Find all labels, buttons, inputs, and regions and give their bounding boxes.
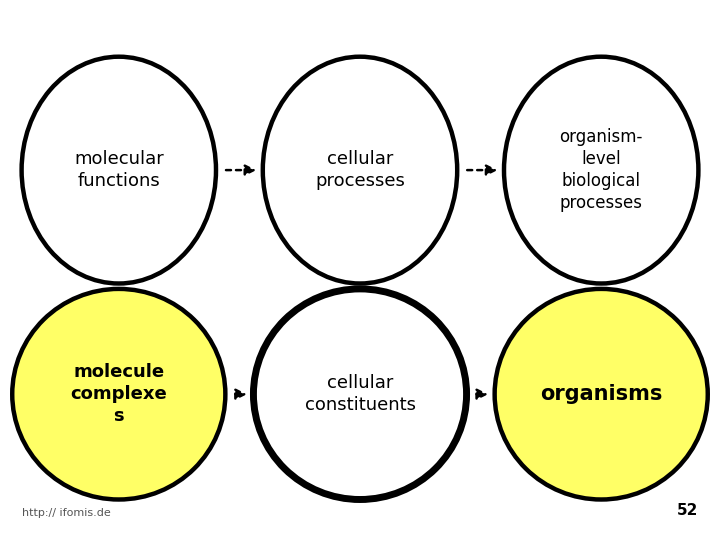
Text: organisms: organisms — [540, 384, 662, 404]
Ellipse shape — [504, 57, 698, 284]
Text: organism-
level
biological
processes: organism- level biological processes — [559, 128, 643, 212]
Ellipse shape — [263, 57, 457, 284]
Text: 52: 52 — [677, 503, 698, 518]
Ellipse shape — [253, 289, 467, 500]
Text: http:// ifomis.de: http:// ifomis.de — [22, 508, 110, 518]
Text: cellular
processes: cellular processes — [315, 150, 405, 190]
Text: molecular
functions: molecular functions — [74, 150, 163, 190]
Ellipse shape — [12, 289, 225, 500]
Ellipse shape — [22, 57, 216, 284]
Text: cellular
constituents: cellular constituents — [305, 374, 415, 414]
Ellipse shape — [495, 289, 708, 500]
Text: molecule
complexe
s: molecule complexe s — [71, 363, 167, 426]
